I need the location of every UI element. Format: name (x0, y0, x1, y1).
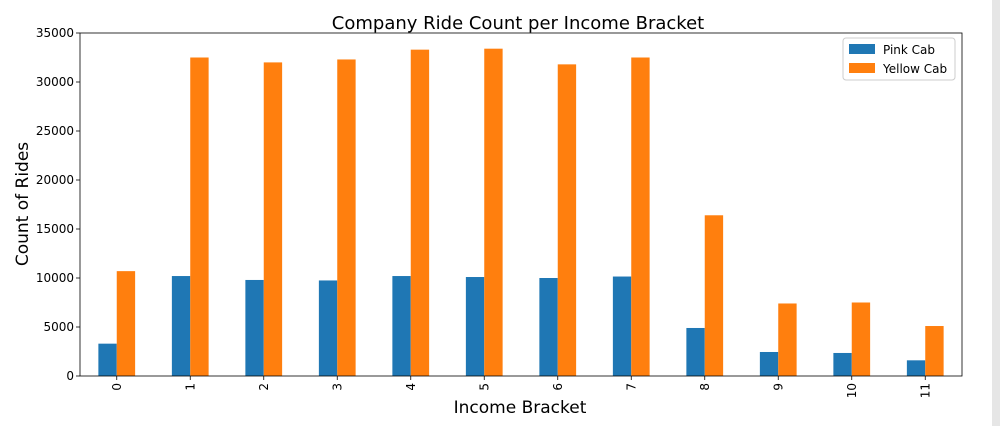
bar-yellow-cab (190, 57, 209, 376)
bar-pink-cab (392, 276, 411, 376)
legend-swatch (849, 44, 875, 54)
bar-yellow-cab (704, 215, 724, 376)
x-tick-label: 4 (404, 383, 418, 391)
bar-pink-cab (98, 343, 117, 376)
legend-label: Pink Cab (883, 43, 935, 57)
bar-yellow-cab (778, 303, 797, 376)
bars-group (98, 48, 944, 377)
bar-yellow-cab (116, 271, 136, 376)
bar-yellow-cab (263, 62, 283, 377)
bar-pink-cab (465, 277, 485, 376)
x-tick-label: 9 (771, 383, 785, 391)
bar-yellow-cab (484, 48, 503, 377)
x-tick-label: 7 (624, 383, 638, 391)
y-axis-ticks: 0 5000 10000 15000 20000 25000 30000 35000 (36, 26, 80, 383)
x-tick-label: 3 (330, 383, 344, 391)
chart-title: Company Ride Count per Income Bracket (332, 13, 704, 34)
bar-pink-cab (171, 276, 191, 376)
legend-swatch (849, 63, 875, 73)
x-tick-label: 1 (183, 383, 197, 391)
bar-pink-cab (245, 279, 264, 376)
bar-yellow-cab (851, 302, 871, 376)
x-tick-label: 2 (257, 383, 271, 391)
legend: Pink Cab Yellow Cab (842, 37, 956, 81)
y-tick-label: 35000 (36, 26, 74, 40)
plot-area-frame (79, 32, 963, 377)
bar-yellow-cab (557, 64, 577, 377)
bar-pink-cab (759, 351, 779, 376)
bar-pink-cab (906, 360, 926, 376)
y-tick-label: 10000 (36, 271, 74, 285)
legend-label: Yellow Cab (882, 62, 947, 76)
bar-pink-cab (318, 280, 338, 376)
scrollbar-track[interactable] (992, 0, 1000, 426)
bar-pink-cab (833, 352, 852, 376)
bar-yellow-cab (631, 57, 650, 376)
bar-yellow-cab (410, 49, 430, 376)
y-tick-label: 15000 (36, 222, 74, 236)
x-tick-label: 0 (110, 383, 124, 391)
y-tick-label: 0 (66, 369, 74, 383)
bar-yellow-cab (337, 59, 356, 377)
y-tick-label: 30000 (36, 75, 74, 89)
y-tick-label: 25000 (36, 124, 74, 138)
bar-yellow-cab (925, 326, 944, 376)
x-tick-label: 8 (698, 383, 712, 391)
x-tick-label: 6 (551, 383, 565, 391)
y-axis-label: Count of Rides (13, 142, 33, 266)
x-tick-label: 11 (918, 383, 932, 398)
bar-pink-cab (686, 327, 705, 376)
x-tick-label: 10 (845, 383, 859, 398)
x-tick-label: 5 (477, 383, 491, 391)
bar-pink-cab (539, 278, 558, 376)
y-tick-label: 5000 (43, 320, 74, 334)
bar-pink-cab (612, 276, 632, 376)
x-axis-ticks: 0 1 2 3 4 5 6 7 8 9 10 11 (110, 376, 932, 398)
y-tick-label: 20000 (36, 173, 74, 187)
x-axis-label: Income Bracket (454, 398, 587, 418)
